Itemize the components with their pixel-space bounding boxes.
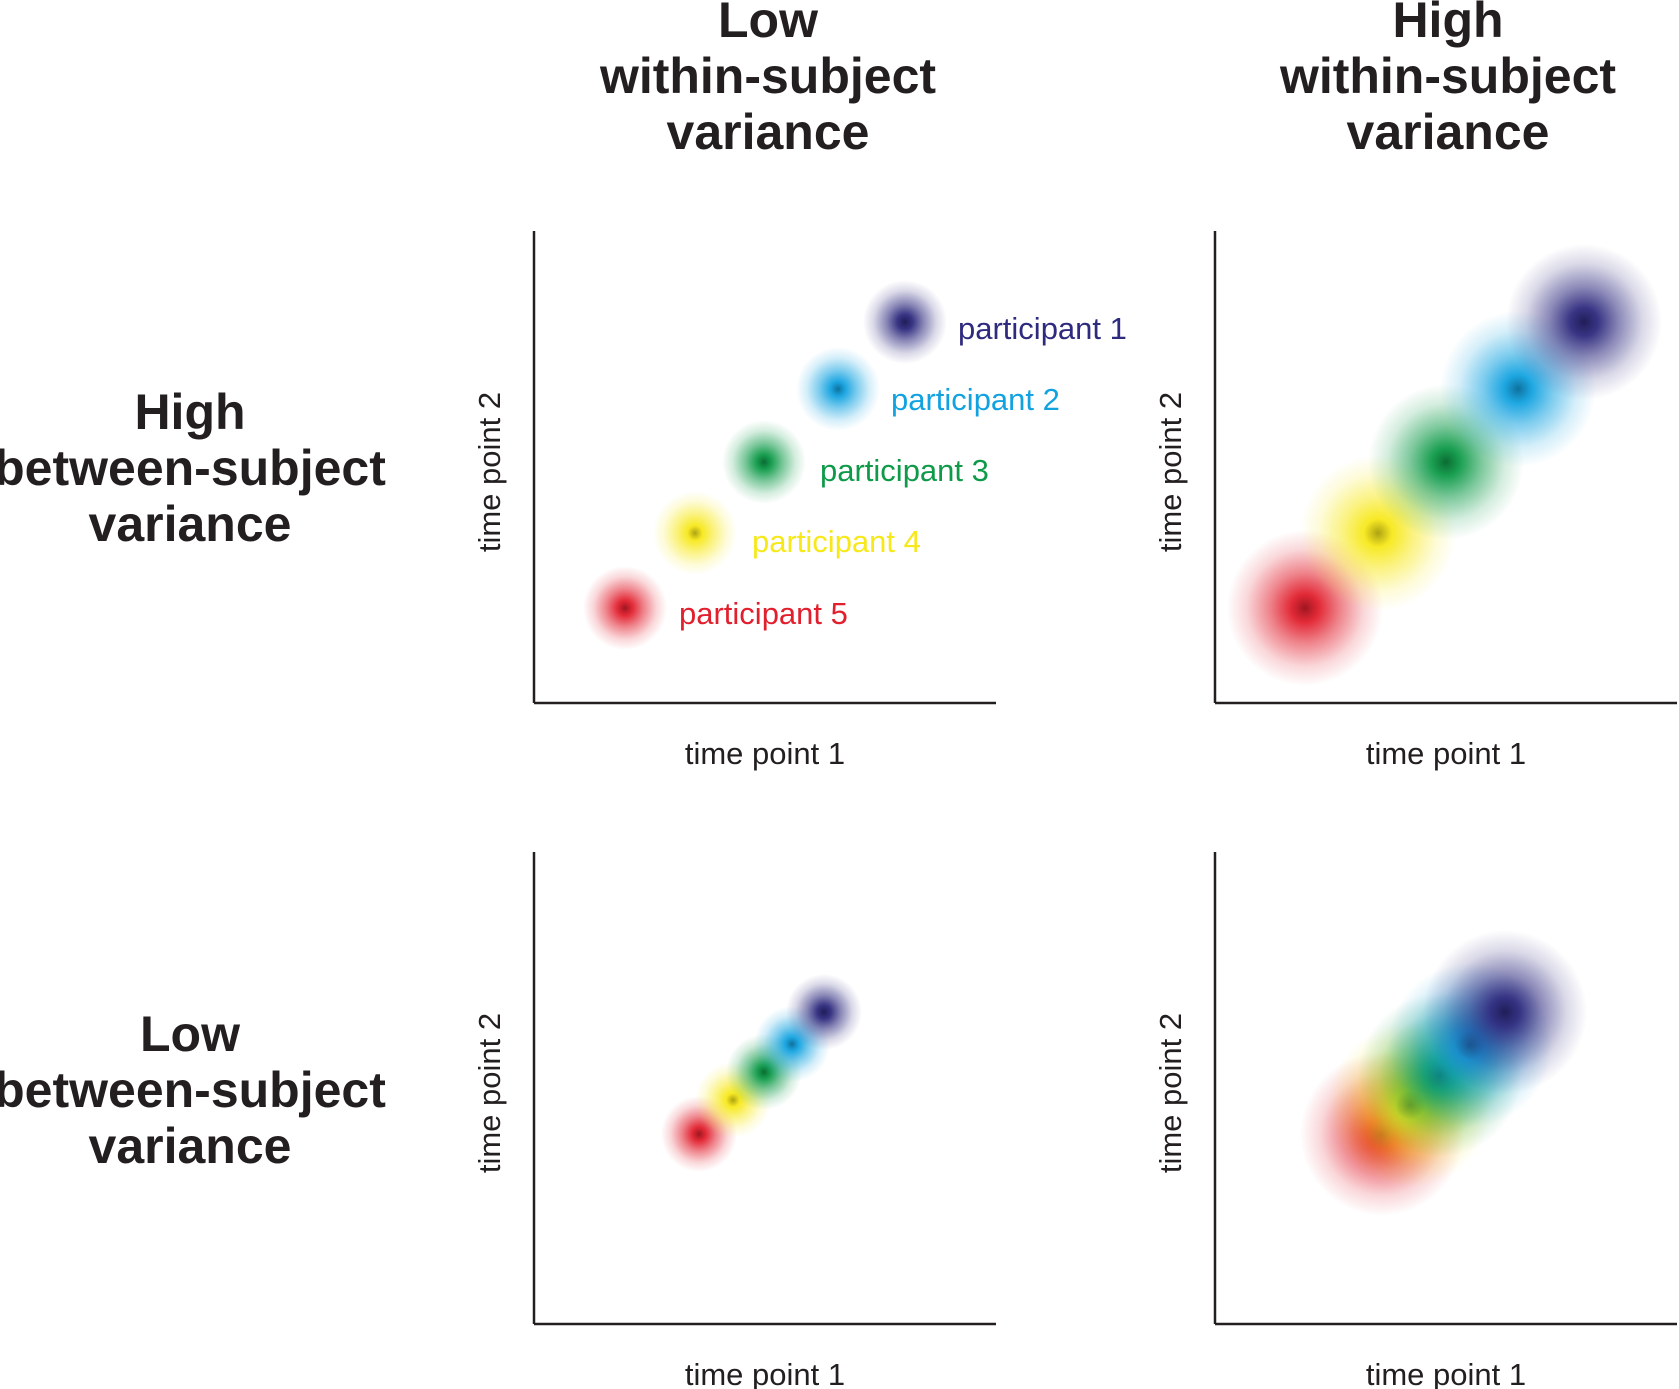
x-axis-label: time point 1 xyxy=(685,1357,845,1389)
y-axis-label: time point 2 xyxy=(1153,392,1188,552)
column-header-high-within: High within-subject variance xyxy=(1248,0,1648,160)
row-header-high-between-line-3: variance xyxy=(88,496,292,552)
row-header-high-between: High between-subject variance xyxy=(0,384,390,552)
participant-1-blob xyxy=(1423,930,1587,1094)
panel-low-between-low-within: time point 1 time point 2 xyxy=(472,852,996,1389)
column-header-high-within-line-2: within-subject xyxy=(1279,48,1617,104)
column-header-high-within-line-1: High xyxy=(1392,0,1504,48)
participant-2-label: participant 2 xyxy=(891,382,1060,417)
row-header-low-between-line-1: Low xyxy=(140,1006,240,1062)
participant-4-blob xyxy=(653,491,737,575)
row-header-high-between-line-2: between-subject xyxy=(0,440,386,496)
y-axis-label: time point 2 xyxy=(1153,1013,1188,1173)
x-axis-label: time point 1 xyxy=(1366,1357,1526,1389)
x-axis-label: time point 1 xyxy=(685,736,845,771)
panel-low-between-high-within: time point 1 time point 2 xyxy=(1153,852,1677,1389)
column-header-low-within-line-1: Low xyxy=(718,0,818,48)
participant-1-label: participant 1 xyxy=(958,311,1127,346)
participant-1-blob xyxy=(1506,244,1662,400)
row-header-low-between-line-3: variance xyxy=(88,1118,292,1174)
row-header-low-between-line-2: between-subject xyxy=(0,1062,386,1118)
participant-5-blob xyxy=(583,566,667,650)
column-header-low-within: Low within-subject variance xyxy=(568,0,968,160)
y-axis-label: time point 2 xyxy=(472,1013,507,1173)
column-header-high-within-line-3: variance xyxy=(1346,104,1550,160)
participant-1-blob xyxy=(786,974,862,1050)
y-axis-label: time point 2 xyxy=(472,392,507,552)
column-header-low-within-line-3: variance xyxy=(666,104,870,160)
row-header-high-between-line-1: High xyxy=(134,384,246,440)
panel-high-between-high-within: time point 1 time point 2 xyxy=(1153,231,1677,771)
x-axis-label: time point 1 xyxy=(1366,736,1526,771)
row-header-low-between: Low between-subject variance xyxy=(0,1006,390,1174)
participant-3-label: participant 3 xyxy=(820,453,989,488)
column-header-low-within-line-2: within-subject xyxy=(599,48,937,104)
panel-high-between-low-within: time point 1 time point 2 participant 1 par… xyxy=(472,231,1127,771)
participant-5-label: participant 5 xyxy=(679,596,848,631)
participant-4-label: participant 4 xyxy=(752,524,921,559)
participant-1-blob xyxy=(863,280,947,364)
participant-2-blob xyxy=(796,347,880,431)
participant-3-blob xyxy=(722,420,806,504)
